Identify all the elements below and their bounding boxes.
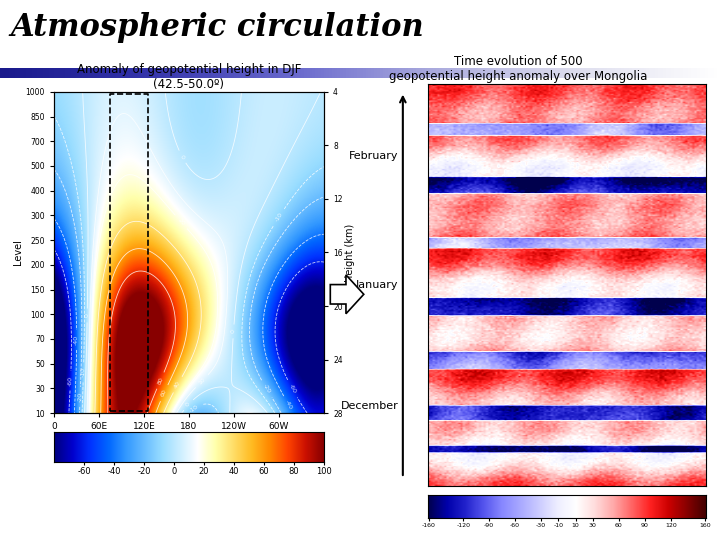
Text: Atmospheric circulation: Atmospheric circulation <box>11 12 424 43</box>
Text: December: December <box>341 401 398 410</box>
Text: 0: 0 <box>179 154 185 160</box>
FancyArrow shape <box>330 275 364 314</box>
Text: 40: 40 <box>174 380 181 389</box>
Text: 10: 10 <box>197 376 207 386</box>
Text: Time evolution of 500
geopotential height anomaly over Mongolia: Time evolution of 500 geopotential heigh… <box>390 55 647 83</box>
Text: 0: 0 <box>231 329 236 334</box>
Text: -20: -20 <box>262 383 271 395</box>
Text: -10: -10 <box>189 403 200 414</box>
Text: 0: 0 <box>185 402 192 408</box>
Text: -40: -40 <box>284 399 293 410</box>
Text: -20: -20 <box>78 392 83 402</box>
Text: January: January <box>356 280 398 290</box>
Text: 60: 60 <box>161 389 168 397</box>
Text: -60: -60 <box>288 383 297 394</box>
Text: -40: -40 <box>74 335 79 345</box>
Text: -60: -60 <box>68 375 73 386</box>
Text: 80: 80 <box>157 376 164 385</box>
Text: -10: -10 <box>81 367 86 377</box>
Text: 20: 20 <box>176 217 186 227</box>
Text: 0: 0 <box>85 314 90 318</box>
Y-axis label: Level: Level <box>13 240 23 265</box>
Y-axis label: Height (km): Height (km) <box>346 224 356 281</box>
Text: February: February <box>348 151 398 161</box>
Text: -10: -10 <box>274 212 284 223</box>
Title: Anomaly of geopotential height in DJF
(42.5-50.0º): Anomaly of geopotential height in DJF (4… <box>77 63 301 91</box>
